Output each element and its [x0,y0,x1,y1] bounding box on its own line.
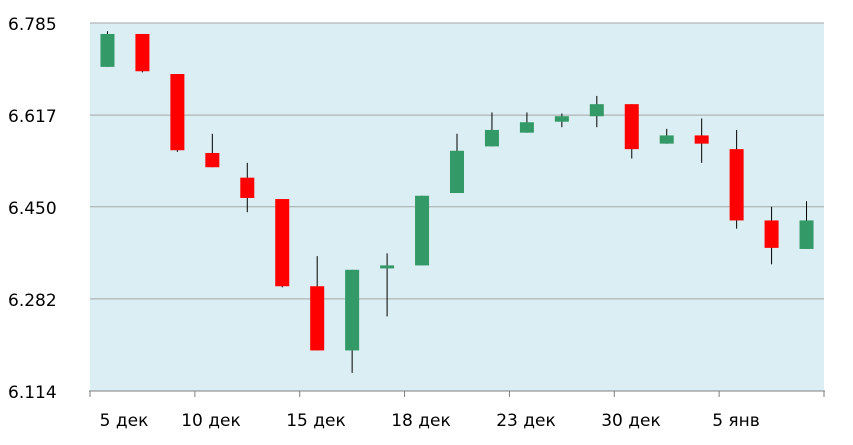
candles [100,31,814,373]
candle [310,256,325,351]
candle-body-up [519,122,534,133]
candle [484,112,499,147]
candle-body-down [624,104,639,150]
candle [240,162,255,213]
y-tick-label: 6.282 [8,291,57,311]
candle-body-up [554,116,569,122]
candle-body-down [729,149,744,221]
y-tick-label: 6.114 [8,383,57,403]
candle [519,112,534,133]
candle [729,129,744,229]
y-tick-label: 6.450 [8,199,57,219]
candle [589,95,604,128]
candle-body-up [380,265,395,269]
candle [764,206,779,265]
candle [694,118,709,163]
y-tick-label: 6.617 [8,107,57,127]
x-tick-label: 5 янв [712,411,760,431]
candle-body-up [484,129,499,147]
candle-body-up [450,150,464,194]
candle [659,128,674,144]
candle-body-down [275,199,290,287]
candle [415,195,430,266]
candle-body-down [240,177,255,198]
x-tick-label: 18 дек [391,411,451,431]
candle [624,104,639,159]
x-tick-label: 5 дек [100,411,149,431]
candle-body-down [310,286,325,351]
gridlines [90,22,824,392]
candle-body-up [100,33,115,67]
candle-body-down [170,74,185,151]
candle [205,133,220,168]
candle [135,33,150,73]
x-tick-label: 10 дек [181,411,241,431]
x-tick-label: 23 дек [496,411,556,431]
candle [380,253,395,317]
candle [275,199,290,288]
x-tick-marks [89,391,825,397]
candle [345,269,360,373]
candle [450,133,464,194]
candle-body-down [694,135,709,144]
x-tick-label: 30 дек [601,411,661,431]
candle-body-up [659,135,674,144]
candle [100,31,115,67]
candle-body-down [205,152,220,168]
candle-body-up [589,104,604,117]
candle-body-up [415,195,430,266]
y-tick-label: 6.785 [8,15,57,35]
candle-body-down [764,220,779,248]
candle [554,113,569,128]
candle [799,201,814,249]
x-tick-label: 15 дек [286,411,346,431]
candle [170,74,185,152]
candle-body-up [799,220,814,249]
candle-body-up [345,269,360,351]
candle-body-down [135,33,150,72]
